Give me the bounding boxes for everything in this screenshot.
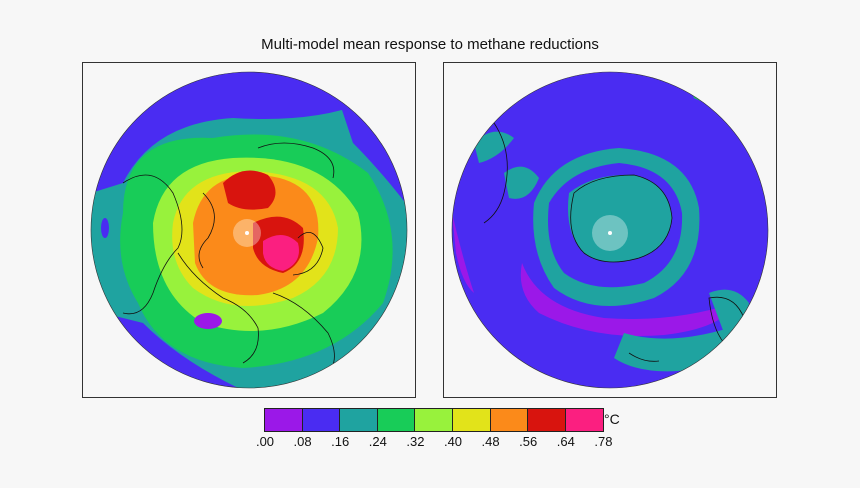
colorbar-tick-label: .00 bbox=[255, 434, 275, 449]
colorbar-swatch bbox=[265, 409, 303, 431]
colorbar-swatch bbox=[565, 409, 604, 431]
colorbar-swatch bbox=[340, 409, 378, 431]
colorbar-tick-label: .16 bbox=[331, 434, 350, 449]
colorbar-swatch bbox=[490, 409, 529, 431]
colorbar-unit-label: °C bbox=[604, 411, 620, 427]
colorbar-swatch bbox=[528, 409, 566, 431]
colorbar-swatch bbox=[415, 409, 453, 431]
colorbar-tick-label: .40 bbox=[443, 434, 463, 449]
map-panel-southern-hemisphere bbox=[443, 62, 777, 398]
colorbar-tick-label: .24 bbox=[368, 434, 387, 449]
colorbar-swatch bbox=[302, 409, 341, 431]
colorbar-tick-label: .32 bbox=[406, 434, 425, 449]
colorbar-swatch bbox=[452, 409, 491, 431]
map-panel-northern-hemisphere bbox=[82, 62, 416, 398]
colorbar-tick-label: .64 bbox=[556, 434, 575, 449]
map-northern-hemisphere bbox=[90, 71, 408, 389]
colorbar-swatch bbox=[377, 409, 416, 431]
colorbar-tick-label: .08 bbox=[293, 434, 312, 449]
figure-title: Multi-model mean response to methane red… bbox=[261, 36, 599, 53]
colorbar bbox=[264, 408, 605, 432]
colorbar-tick-label: .56 bbox=[519, 434, 538, 449]
colorbar-tick-label: .78 bbox=[594, 434, 613, 449]
colorbar-tick-label: .48 bbox=[481, 434, 500, 449]
map-southern-hemisphere bbox=[451, 71, 769, 389]
